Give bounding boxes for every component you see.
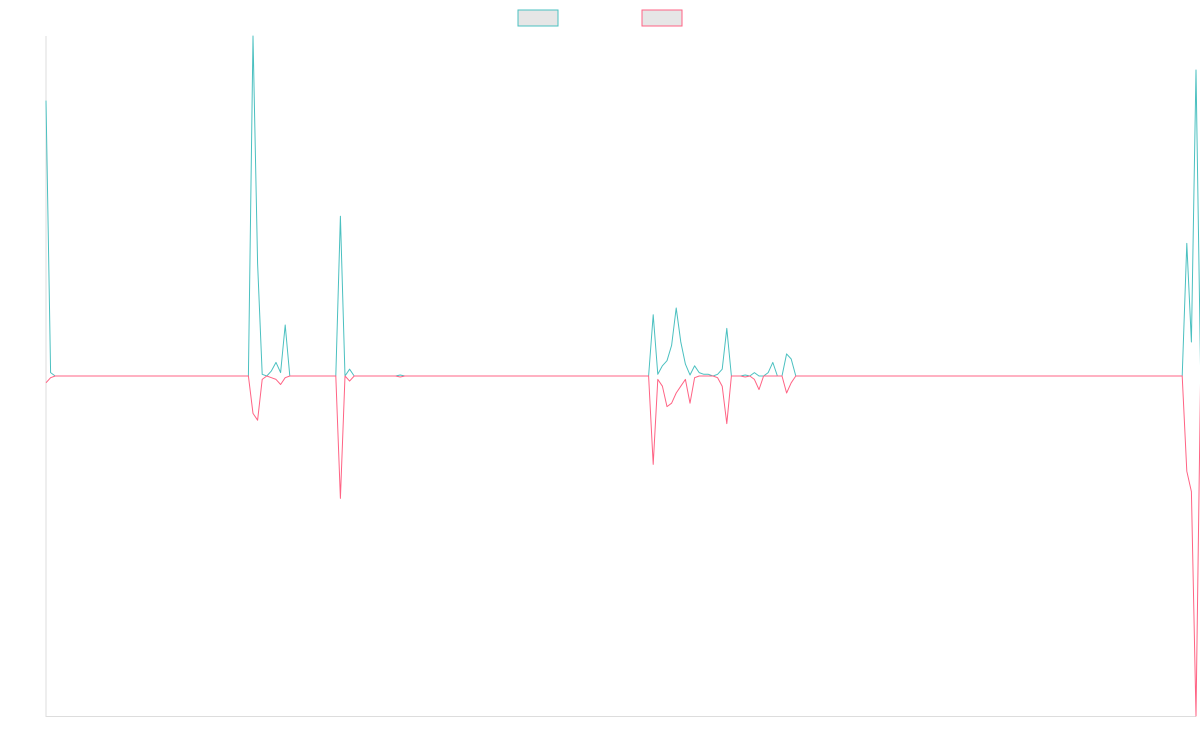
series-layer bbox=[45, 35, 1200, 717]
legend-swatch-0[interactable] bbox=[517, 9, 559, 27]
legend-swatch-1[interactable] bbox=[641, 9, 683, 27]
series-line-1 bbox=[45, 375, 1200, 717]
legend bbox=[517, 9, 683, 27]
series-line-0 bbox=[45, 35, 1200, 377]
